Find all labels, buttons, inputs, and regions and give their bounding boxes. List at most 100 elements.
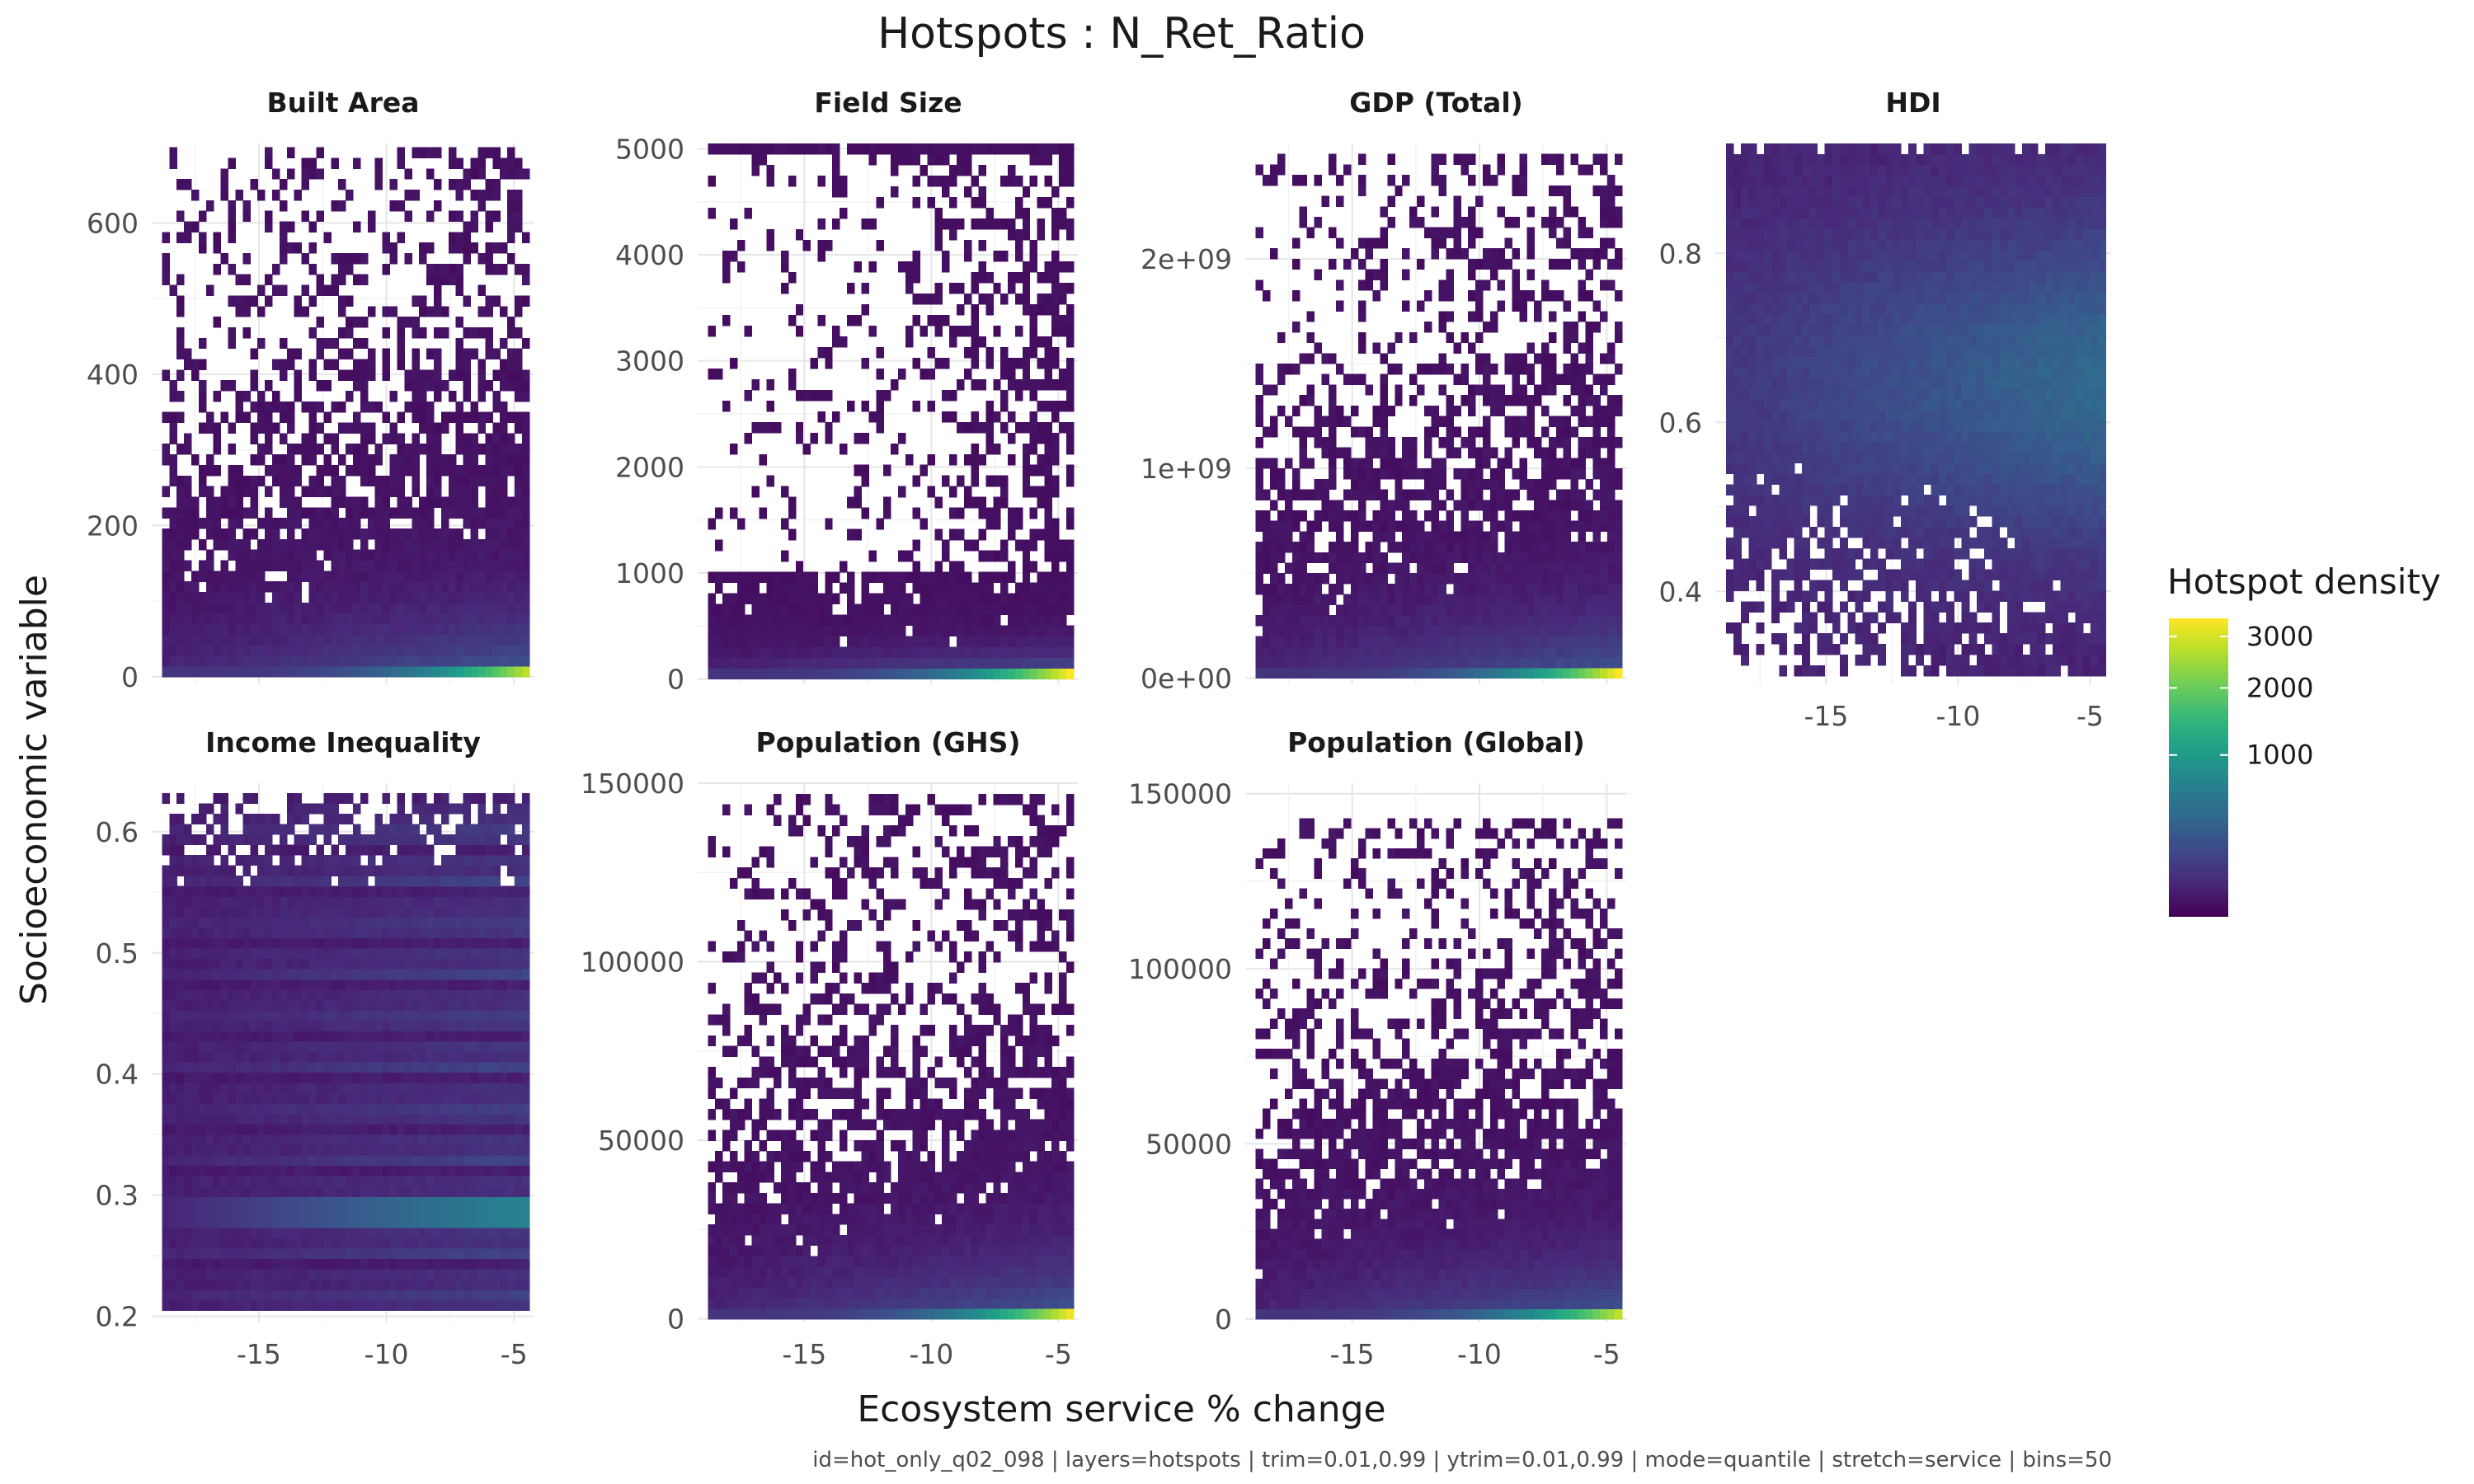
heatmap-cell <box>1438 227 1447 239</box>
heatmap-cell <box>272 528 280 540</box>
heatmap-cell <box>1306 520 1315 532</box>
heatmap-cell <box>2091 430 2099 443</box>
heatmap-cell <box>1489 500 1498 511</box>
heatmap-cell <box>1885 612 1894 623</box>
heatmap-cell <box>521 623 530 636</box>
heatmap-cell <box>897 571 906 584</box>
heatmap-cell <box>832 614 840 627</box>
heatmap-cell <box>1840 654 1848 666</box>
heatmap-cell <box>477 518 486 529</box>
heatmap-cell <box>184 518 192 529</box>
heatmap-cell <box>1423 426 1432 438</box>
heatmap-cell <box>1534 646 1542 658</box>
heatmap-cell <box>2022 452 2031 464</box>
heatmap-cell <box>1263 636 1271 647</box>
heatmap-cell <box>1402 656 1410 669</box>
heatmap-cell <box>308 528 317 540</box>
heatmap-cell <box>751 625 760 637</box>
heatmap-cell <box>1306 227 1315 239</box>
heatmap-cell <box>1585 436 1593 448</box>
heatmap-cell <box>1277 331 1286 344</box>
heatmap-cell <box>1022 207 1031 219</box>
heatmap-cell <box>1497 164 1506 176</box>
heatmap-cell <box>162 538 170 551</box>
heatmap-cell <box>1585 646 1593 658</box>
heatmap-cell <box>242 475 251 487</box>
heatmap-cell <box>1336 573 1344 585</box>
heatmap-cell <box>1000 389 1009 402</box>
heatmap-cell <box>169 665 177 678</box>
heatmap-cell <box>308 369 317 381</box>
heatmap-cell <box>1453 625 1461 637</box>
heatmap-cell <box>1065 368 1075 380</box>
heatmap-cell <box>1416 300 1425 312</box>
heatmap-cell <box>515 549 523 561</box>
heatmap-cell <box>1029 561 1038 573</box>
heatmap-cell <box>308 592 317 603</box>
heatmap-cell <box>463 380 472 392</box>
heatmap-cell <box>1431 542 1440 553</box>
heatmap-cell <box>1314 594 1322 605</box>
heatmap-cell <box>1534 573 1542 585</box>
heatmap-cell <box>971 175 980 187</box>
heatmap-cell <box>382 560 391 571</box>
heatmap-cell <box>1968 484 1978 495</box>
heatmap-cell <box>1468 447 1476 458</box>
heatmap-cell <box>440 613 449 625</box>
heatmap-cell <box>2022 516 2031 528</box>
heatmap-cell <box>477 538 486 551</box>
heatmap-cell <box>810 389 818 402</box>
heatmap-cell <box>1263 426 1271 438</box>
heatmap-cell <box>722 614 731 627</box>
heatmap-cell <box>832 593 840 605</box>
heatmap-cell <box>1756 516 1765 528</box>
heatmap-cell <box>1555 436 1564 448</box>
heatmap-cell <box>1329 458 1337 469</box>
heatmap-cell <box>1468 405 1476 417</box>
heatmap-cell <box>1779 569 1788 581</box>
heatmap-cell <box>500 645 508 656</box>
heatmap-cell <box>1372 667 1381 679</box>
heatmap-cell <box>1044 582 1052 594</box>
heatmap-cell <box>434 655 442 667</box>
heatmap-cell <box>242 602 251 614</box>
heatmap-cell <box>942 175 950 187</box>
heatmap-cell <box>346 592 354 603</box>
heatmap-cell <box>286 242 295 254</box>
heatmap-cell <box>1519 520 1527 532</box>
heatmap-cell <box>1771 452 1780 464</box>
heatmap-cell <box>1365 615 1374 627</box>
heatmap-cell <box>1299 216 1308 228</box>
heatmap-cell <box>242 634 251 646</box>
heatmap-cell <box>286 348 295 360</box>
heatmap-cell <box>1497 279 1506 291</box>
heatmap-cell <box>162 665 170 678</box>
heatmap-cell <box>1771 537 1780 549</box>
heatmap-cell <box>1555 531 1564 542</box>
heatmap-cell <box>971 593 980 605</box>
heatmap-cell <box>2060 473 2069 485</box>
heatmap-cell <box>301 665 310 678</box>
heatmap-cell <box>1357 311 1366 322</box>
heatmap-cell <box>1741 505 1750 517</box>
heatmap-cell <box>360 391 369 402</box>
heatmap-cell <box>338 571 346 582</box>
heatmap-cell <box>1534 520 1542 532</box>
heatmap-cell <box>971 539 980 552</box>
heatmap-cell <box>1847 441 1856 453</box>
heatmap-cell <box>956 625 965 637</box>
heatmap-cell <box>1489 583 1498 595</box>
heatmap-cell <box>1372 542 1381 553</box>
heatmap-cell <box>781 282 789 294</box>
heatmap-cell <box>1592 395 1601 406</box>
heatmap-cell <box>434 592 442 603</box>
heatmap-cell <box>1395 604 1403 616</box>
heatmap-cell <box>1329 552 1337 564</box>
heatmap-cell <box>434 147 442 159</box>
heatmap-cell <box>1592 520 1601 532</box>
heatmap-cell <box>891 571 899 584</box>
heatmap-cell <box>1460 395 1469 406</box>
heatmap-cell <box>1870 612 1879 623</box>
heatmap-cell <box>1022 303 1031 316</box>
heatmap-cell <box>1794 526 1803 538</box>
